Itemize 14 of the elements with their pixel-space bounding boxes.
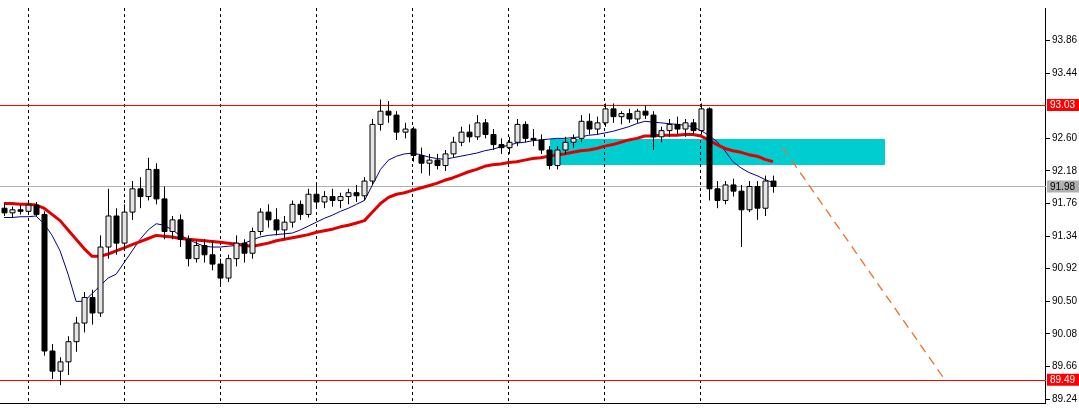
ref-line-label: 93.03 [1049,99,1076,111]
ref-line-label: 91.98 [1049,180,1076,192]
y-tick-label: 92.60 [1051,132,1078,144]
y-tick-label: 93.44 [1051,66,1078,78]
ref-line-label: 89.49 [1049,373,1076,385]
y-tick-label: 89.66 [1051,360,1078,372]
y-tick-label: 90.08 [1051,327,1078,339]
y-tick-label: 91.34 [1051,229,1078,241]
y-tick-label: 89.24 [1051,392,1078,404]
y-tick-label: 90.92 [1051,262,1078,274]
y-tick-label: 91.76 [1051,197,1078,209]
y-tick-label: 90.50 [1051,295,1078,307]
y-tick-label: 93.86 [1051,34,1078,46]
y-tick-label: 92.18 [1051,164,1078,176]
